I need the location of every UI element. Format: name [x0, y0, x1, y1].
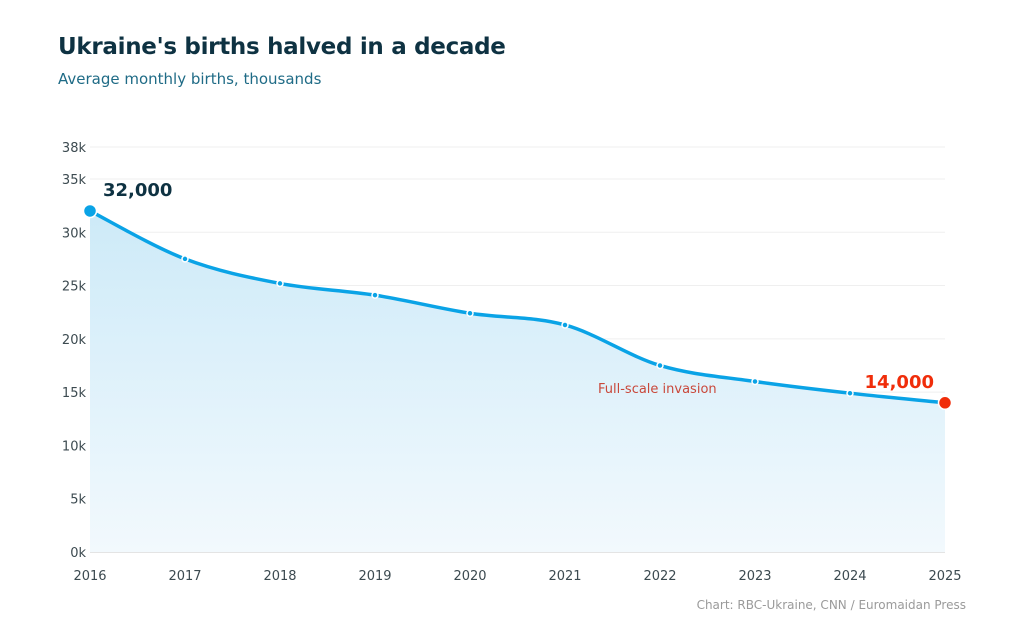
x-tick-label: 2018: [263, 569, 296, 584]
end-value-label: 14,000: [865, 372, 934, 393]
x-tick-label: 2019: [358, 569, 391, 584]
data-point: [276, 279, 284, 288]
y-tick-label: 25k: [62, 280, 87, 295]
chart-title: Ukraine's births halved in a decade: [58, 34, 506, 60]
y-tick-label: 38k: [62, 141, 87, 156]
x-tick-label: 2025: [928, 569, 961, 584]
data-point: [466, 309, 474, 318]
end-point: [937, 395, 953, 411]
x-tick-label: 2017: [168, 569, 201, 584]
y-tick-label: 15k: [62, 386, 87, 401]
x-tick-label: 2022: [643, 569, 676, 584]
x-tick-label: 2016: [73, 569, 106, 584]
x-tick-label: 2020: [453, 569, 486, 584]
chart-subtitle: Average monthly births, thousands: [58, 70, 322, 88]
area-fill: [90, 210, 945, 552]
chart-credit: Chart: RBC-Ukraine, CNN / Euromaidan Pre…: [696, 598, 966, 612]
y-tick-label: 10k: [62, 439, 87, 454]
invasion-annotation: Full-scale invasion: [598, 382, 717, 397]
y-tick-label: 5k: [70, 493, 86, 508]
data-point: [656, 361, 664, 370]
start-value-label: 32,000: [103, 180, 172, 201]
start-point: [82, 203, 98, 219]
x-tick-label: 2023: [738, 569, 771, 584]
y-tick-label: 20k: [62, 333, 87, 348]
x-tick-label: 2024: [833, 569, 866, 584]
data-point: [561, 321, 569, 329]
data-point: [751, 377, 759, 386]
y-tick-label: 30k: [62, 226, 87, 241]
data-point: [371, 291, 379, 299]
data-point: [181, 255, 189, 263]
y-tick-label: 35k: [62, 173, 87, 188]
x-tick-label: 2021: [548, 569, 581, 584]
series-line: [88, 209, 947, 405]
y-tick-label: 0k: [70, 546, 86, 561]
data-point: [846, 389, 854, 397]
